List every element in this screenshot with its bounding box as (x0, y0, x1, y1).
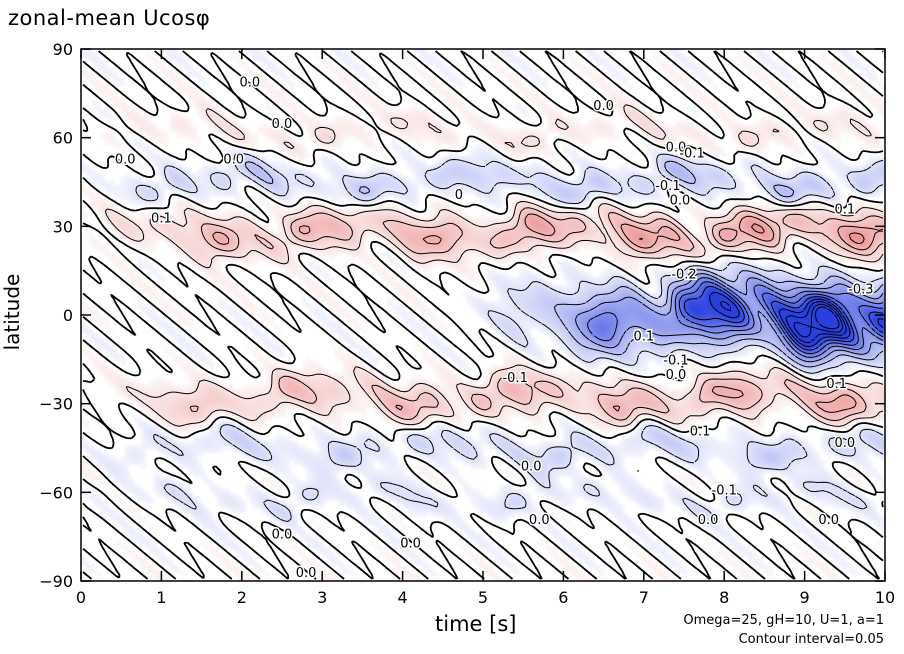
y-tick-label: −90 (39, 572, 73, 591)
y-tick-label: −30 (39, 395, 73, 414)
contour-level (104, 104, 884, 427)
contour-label: -0.1 (712, 483, 737, 498)
contour-label: 0.0 (115, 152, 136, 167)
contour-label: 0 (455, 188, 463, 203)
contour-level (683, 285, 884, 351)
heatmap-field (81, 49, 885, 581)
contour-label: 0.0 (666, 141, 687, 156)
contour-level (678, 281, 884, 355)
contour-label: -0.2 (671, 268, 696, 283)
contour-label: 0.1 (826, 377, 847, 392)
y-tick-label: 60 (53, 129, 73, 148)
contour-label: 0.0 (670, 194, 691, 209)
contour-level (814, 306, 840, 330)
x-axis-label: time [s] (435, 612, 517, 636)
contour-label: -0.3 (848, 282, 873, 297)
contour-label: 0.0 (593, 99, 614, 114)
contour-label: 0.0 (666, 368, 687, 383)
contour-level (793, 303, 844, 338)
contour-label: 0.1 (690, 424, 711, 439)
y-axis-label: latitude (0, 273, 24, 351)
y-axis: 90 60 30 0 −30 −60 −90 (39, 40, 885, 591)
x-axis: 0 1 2 3 4 5 6 7 8 9 10 (76, 49, 895, 607)
x-tick-label: 1 (156, 588, 166, 607)
contour-level (135, 152, 884, 525)
contour-label: 0.0 (521, 460, 542, 475)
contour-level (719, 300, 847, 344)
contour-label: 0.0 (272, 528, 293, 543)
contour-level (639, 223, 865, 245)
contour-level (82, 50, 884, 580)
x-tick-label: 8 (719, 588, 729, 607)
parameters-note: Omega=25, gH=10, U=1, a=1 (683, 613, 884, 628)
contour-label: 0.0 (698, 513, 719, 528)
contour-label: 0.1 (633, 330, 654, 345)
x-tick-label: 6 (558, 588, 568, 607)
y-tick-label: 30 (53, 217, 73, 236)
contour-level (575, 273, 884, 363)
y-tick-label: 90 (53, 40, 73, 59)
contour-label: 0.0 (529, 513, 550, 528)
contour-level (189, 207, 884, 421)
x-tick-label: 9 (800, 588, 810, 607)
contour-label: 0.0 (272, 117, 293, 132)
y-tick-label: 0 (63, 306, 73, 325)
x-tick-label: 7 (639, 588, 649, 607)
contour-label: 0.0 (239, 76, 260, 91)
contour-label: 0.0 (818, 513, 839, 528)
contour-label: 0.0 (400, 537, 421, 552)
contour-label: 0.1 (834, 203, 855, 218)
y-tick-label: −60 (39, 483, 73, 502)
x-tick-label: 5 (478, 588, 488, 607)
contour-labels: 0.00.00.00.0 0.00.0-0.1-0.10.000.10.1-0.2… (113, 74, 875, 583)
contour-label: 0.0 (834, 436, 855, 451)
contour-label: 0.1 (151, 211, 172, 226)
x-tick-label: 3 (317, 588, 327, 607)
contour-label: 0.0 (296, 566, 317, 581)
contour-level (709, 291, 884, 347)
contour-lines (82, 50, 884, 580)
contour-label: -0.1 (663, 353, 688, 368)
chart-title: zonal-mean Ucosφ (8, 6, 211, 30)
contour-label: 0.0 (223, 152, 244, 167)
x-tick-label: 10 (875, 588, 895, 607)
x-tick-label: 4 (398, 588, 408, 607)
contour-level (587, 277, 884, 358)
contour-interval-note: Contour interval=0.05 (738, 632, 884, 647)
contour-label: -0.1 (655, 179, 680, 194)
contour-level (244, 160, 884, 368)
x-tick-label: 0 (76, 588, 86, 607)
contour-label: -0.1 (679, 146, 704, 161)
contour-label: -0.1 (502, 371, 527, 386)
contour-level (212, 213, 884, 413)
x-tick-label: 2 (237, 588, 247, 607)
